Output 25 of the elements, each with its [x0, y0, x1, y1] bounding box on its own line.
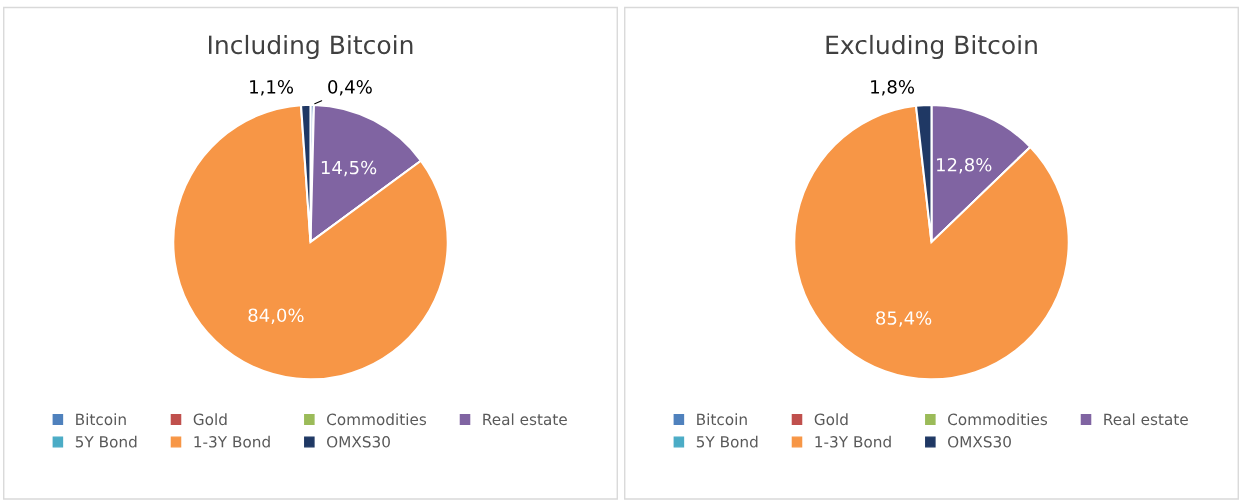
legend-label: Bitcoin: [76, 413, 126, 426]
chart-title: Excluding Bitcoin: [826, 34, 1037, 60]
legend-label: OMXS30: [327, 436, 390, 448]
pie-slice: [793, 104, 1070, 381]
legend-label: Commodities: [327, 413, 427, 426]
legend-label: Real estate: [483, 413, 567, 426]
legend-label: Gold: [193, 413, 227, 426]
chart-title: Including Bitcoin: [208, 34, 413, 60]
legend-label: Bitcoin: [697, 413, 747, 426]
legend-label: 5Y Bond: [75, 435, 137, 448]
legend-label: Gold: [814, 413, 848, 426]
data-label: 1,1%: [250, 79, 294, 96]
legend-label: Real estate: [1104, 413, 1188, 426]
data-label: 0,4%: [328, 79, 372, 96]
legend-label: 1-3Y Bond: [194, 435, 270, 448]
legend-label: Commodities: [948, 413, 1048, 426]
data-label: 84,0%: [248, 308, 304, 324]
pie-slice: [172, 104, 449, 381]
data-label: 12,8%: [937, 157, 992, 174]
data-label: 14,5%: [321, 160, 377, 177]
data-label: 1,8%: [871, 79, 915, 96]
legend-label: OMXS30: [948, 436, 1011, 448]
data-label: 85,4%: [876, 311, 932, 327]
legend-label: 1-3Y Bond: [815, 435, 891, 448]
legend-label: 5Y Bond: [696, 435, 758, 448]
